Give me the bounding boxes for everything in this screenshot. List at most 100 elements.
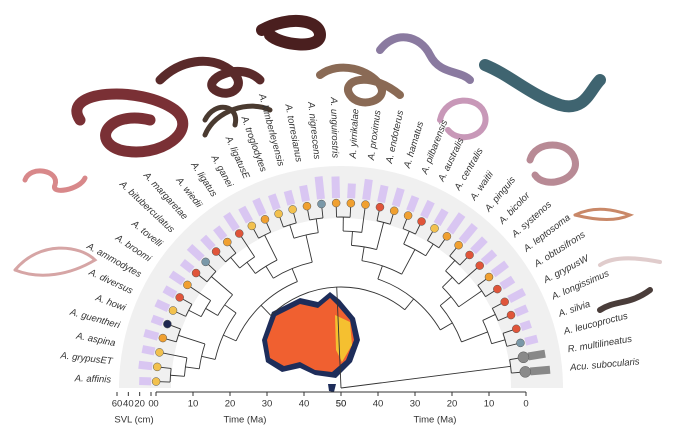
tip-state bbox=[183, 280, 192, 290]
tip-state bbox=[517, 351, 530, 364]
branch bbox=[230, 257, 241, 269]
time-tick-label: 10 bbox=[484, 399, 495, 410]
svl-bar bbox=[377, 184, 389, 204]
branch-arc bbox=[449, 255, 461, 266]
time-tick-label: 30 bbox=[262, 399, 273, 410]
branch-arc bbox=[239, 256, 255, 269]
tip-state bbox=[152, 362, 162, 372]
tip-state bbox=[516, 338, 525, 348]
svl-bar bbox=[499, 275, 516, 290]
branch bbox=[442, 276, 453, 288]
tip-label: A. grypusET bbox=[59, 350, 114, 367]
tip-state bbox=[288, 205, 297, 214]
tip-state bbox=[389, 206, 399, 216]
branch-arc bbox=[258, 231, 271, 239]
time-tick-label: 40 bbox=[373, 399, 384, 410]
svl-bar bbox=[143, 329, 160, 341]
branch bbox=[401, 249, 416, 275]
tip-label: A. howi bbox=[93, 292, 128, 314]
branch bbox=[188, 309, 202, 318]
svl-bar bbox=[238, 205, 253, 224]
tip-state bbox=[274, 209, 283, 219]
tip-label: A. torresianus bbox=[282, 102, 304, 163]
branch bbox=[461, 331, 488, 343]
svl-bar bbox=[347, 183, 356, 199]
branch-arc bbox=[491, 308, 499, 321]
svl-bar bbox=[200, 234, 216, 251]
branch bbox=[238, 233, 256, 258]
svl-bar bbox=[283, 189, 296, 206]
tip-label: A. nigrescens bbox=[305, 100, 322, 160]
branch-arc bbox=[235, 281, 298, 342]
tip-state bbox=[500, 297, 509, 307]
tip-state bbox=[191, 268, 201, 278]
svl-bar bbox=[141, 345, 156, 356]
branch-arc bbox=[477, 285, 486, 297]
branch-arc bbox=[283, 222, 297, 228]
tip-label: A. proximus bbox=[366, 109, 384, 161]
svl-bar bbox=[139, 376, 152, 386]
branch bbox=[425, 243, 434, 257]
tip-state bbox=[375, 202, 385, 212]
branch bbox=[361, 204, 366, 233]
branch bbox=[440, 322, 453, 331]
svl-bar bbox=[213, 225, 228, 241]
branch-arc bbox=[343, 230, 362, 233]
tip-label: A. endoterus bbox=[384, 109, 406, 165]
tip-label: A. aspina bbox=[74, 330, 116, 349]
svl-bar bbox=[362, 178, 373, 201]
tip-state bbox=[317, 199, 326, 209]
tip-label: A. unguirostris bbox=[328, 96, 341, 158]
tip-state bbox=[442, 232, 452, 241]
branch bbox=[260, 305, 272, 316]
svl-bar bbox=[150, 314, 165, 327]
branch bbox=[159, 351, 188, 359]
tip-state bbox=[163, 319, 172, 329]
branch bbox=[340, 365, 511, 389]
time-tick-label: 50 bbox=[336, 399, 347, 410]
branch bbox=[439, 296, 452, 306]
tip-label: Acu. subocularis bbox=[569, 356, 641, 373]
svl-tick-label: 60 bbox=[112, 399, 123, 410]
branch bbox=[458, 265, 481, 285]
svl-bar bbox=[179, 259, 195, 274]
svl-axis-label: SVL (cm) bbox=[114, 415, 153, 426]
svl-bar bbox=[391, 187, 405, 208]
svl-bar bbox=[529, 365, 551, 376]
svl-bar bbox=[433, 208, 449, 227]
branch-arc bbox=[198, 343, 206, 369]
tip-state bbox=[175, 293, 184, 302]
tip-state bbox=[361, 200, 370, 209]
svl-bar bbox=[331, 176, 341, 199]
tip-state bbox=[430, 224, 439, 233]
svl-bar bbox=[186, 243, 205, 262]
tip-state bbox=[403, 211, 413, 220]
tip-state bbox=[475, 261, 484, 270]
tip-state bbox=[234, 229, 244, 238]
svl-tick-label: 0 bbox=[148, 399, 153, 410]
time-tick-label: 40 bbox=[299, 399, 310, 410]
branch bbox=[361, 246, 365, 261]
branch bbox=[201, 355, 216, 360]
svl-bar bbox=[314, 176, 325, 200]
tip-state bbox=[155, 348, 164, 357]
branch bbox=[351, 231, 353, 246]
tip-state bbox=[454, 240, 463, 250]
time-tick-label: 50 bbox=[336, 399, 347, 410]
svl-bar bbox=[446, 212, 466, 235]
tip-state bbox=[302, 201, 312, 211]
svl-bar bbox=[527, 349, 546, 361]
time-tick-label: 30 bbox=[410, 399, 421, 410]
tip-label: A. affinis bbox=[74, 373, 112, 385]
svl-bar bbox=[480, 249, 498, 266]
branch-arc bbox=[206, 271, 217, 283]
branch bbox=[458, 290, 483, 308]
svl-tick-label: 40 bbox=[123, 399, 134, 410]
tip-state bbox=[151, 377, 161, 386]
branch bbox=[315, 218, 319, 233]
tip-state bbox=[260, 215, 270, 224]
branch bbox=[376, 222, 385, 250]
svl-bar bbox=[458, 223, 478, 244]
svl-bar bbox=[524, 334, 539, 346]
